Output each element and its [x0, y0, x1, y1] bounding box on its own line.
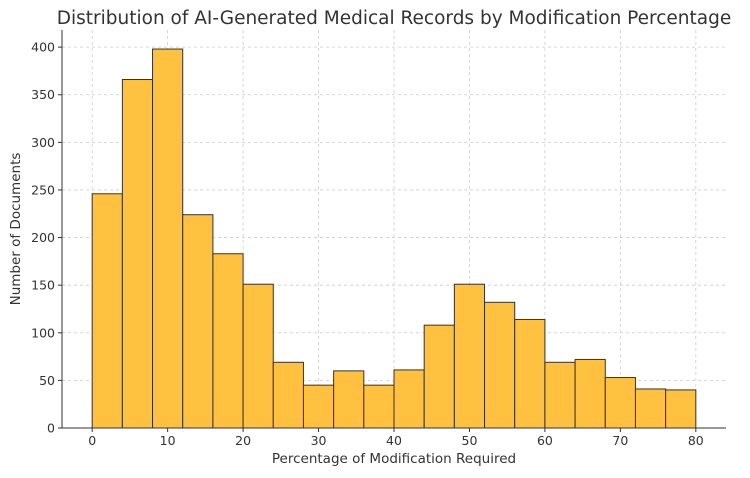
x-tick-label: 40: [386, 433, 402, 448]
histogram-bar: [665, 389, 697, 429]
chart-title: Distribution of AI-Generated Medical Rec…: [57, 8, 732, 29]
histogram-bar: [212, 253, 244, 429]
x-tick-label: 50: [462, 433, 478, 448]
histogram-bar: [272, 361, 304, 429]
histogram-bar: [242, 283, 274, 429]
histogram-bar: [514, 318, 546, 429]
histogram-bar: [393, 369, 425, 429]
histogram-bar: [302, 384, 335, 429]
y-tick-label: 150: [31, 278, 55, 293]
y-tick-label: 50: [39, 373, 55, 388]
y-axis-label: Number of Documents: [8, 153, 24, 306]
histogram-bar: [544, 361, 576, 429]
histogram-bar: [363, 384, 395, 429]
y-tick-label: 0: [47, 421, 55, 436]
y-tick-label: 300: [31, 135, 55, 150]
ticks: 0 10 20 30 40 50 60 70 80 0 50 100 150 200 250 300 350 40…: [31, 40, 704, 448]
y-tick-label: 100: [31, 325, 55, 340]
y-tick-label: 400: [31, 40, 55, 55]
x-tick-label: 20: [235, 433, 251, 448]
x-tick-label: 30: [311, 433, 327, 448]
histogram-bar: [333, 370, 365, 429]
histogram-bar: [453, 283, 486, 429]
bars: [91, 48, 697, 429]
histogram-bar: [121, 79, 154, 429]
histogram-bar: [91, 193, 123, 429]
y-tick-label: 250: [31, 182, 55, 197]
histogram-bar: [634, 388, 667, 429]
histogram-bar: [484, 301, 516, 429]
histogram-bar: [182, 214, 214, 429]
histogram-bar: [604, 377, 636, 429]
histogram-bar: [574, 358, 606, 429]
x-axis-label: Percentage of Modification Required: [272, 451, 516, 467]
y-tick-label: 200: [31, 230, 55, 245]
histogram-bar: [423, 324, 455, 429]
x-tick-label: 0: [88, 433, 96, 448]
x-tick-label: 80: [688, 433, 704, 448]
histogram-bar: [152, 48, 184, 429]
y-tick-label: 350: [31, 87, 55, 102]
x-tick-label: 70: [612, 433, 628, 448]
x-tick-label: 60: [537, 433, 553, 448]
x-tick-label: 10: [160, 433, 176, 448]
